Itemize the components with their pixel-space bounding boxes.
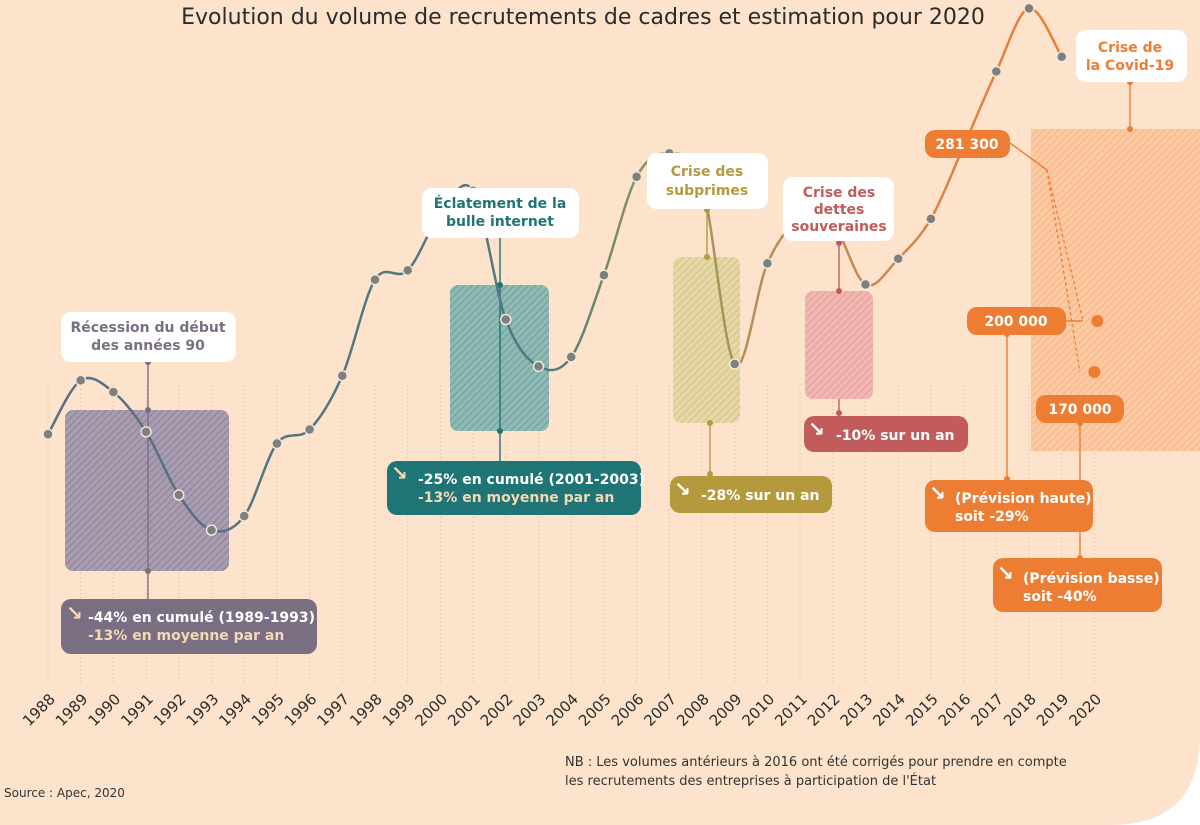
data-point-2019 <box>1055 51 1068 63</box>
data-point-1996 <box>303 423 316 436</box>
svg-text:-13% en moyenne par an: -13% en moyenne par an <box>88 628 284 644</box>
data-point-1988 <box>42 428 54 440</box>
svg-text:bulle internet: bulle internet <box>446 214 554 230</box>
svg-text:(Prévision haute): (Prévision haute) <box>955 491 1092 507</box>
arrow-down-right-icon: ↘ <box>391 461 408 485</box>
data-point-2014 <box>892 252 904 265</box>
forecast-high-note: ↘ (Prévision haute) soit -29% <box>925 480 1093 532</box>
data-point-1994 <box>238 510 250 522</box>
connectors <box>147 82 1131 602</box>
stat-badge-recession-90: ↘ -44% en cumulé (1989-1993) -13% en moy… <box>61 599 317 654</box>
svg-text:281 300: 281 300 <box>935 137 999 153</box>
svg-text:la Covid-19: la Covid-19 <box>1086 58 1174 74</box>
data-point-2005 <box>598 269 610 281</box>
arrow-down-right-icon: ↘ <box>674 477 691 501</box>
period-box-dettes-souveraines <box>805 291 873 399</box>
period-box-recession-90 <box>65 410 229 571</box>
forecast-high-value-label: 200 000 <box>967 307 1066 335</box>
arrow-down-right-icon: ↘ <box>808 417 825 441</box>
svg-text:-44% en cumulé (1989-1993): -44% en cumulé (1989-1993) <box>88 610 315 626</box>
svg-text:-10% sur un an: -10% sur un an <box>836 428 955 444</box>
stat-badge-subprimes: ↘ -28% sur un an <box>670 476 832 513</box>
data-point-2002 <box>500 313 512 326</box>
data-point-2009 <box>728 358 741 370</box>
data-point-2017 <box>990 65 1003 78</box>
svg-text:Crise de: Crise de <box>1098 40 1162 56</box>
data-point-1991 <box>140 426 152 438</box>
svg-text:-28% sur un an: -28% sur un an <box>701 488 820 504</box>
data-point-1989 <box>74 374 87 387</box>
data-point-1992 <box>173 489 185 501</box>
svg-text:souveraines: souveraines <box>791 219 886 235</box>
data-point-2003 <box>532 360 545 373</box>
svg-text:170 000: 170 000 <box>1048 402 1112 418</box>
period-box-subprimes <box>673 257 740 423</box>
forecast-point-basse <box>1088 366 1101 378</box>
callout-dettes-souveraines: Crise des dettes souveraines <box>783 177 894 241</box>
data-point-2015 <box>925 213 937 225</box>
chart-title: Evolution du volume de recrutements de c… <box>181 5 985 30</box>
arrow-down-right-icon: ↘ <box>66 601 83 625</box>
data-point-2018 <box>1023 2 1035 15</box>
stat-badge-bulle-internet: ↘ -25% en cumulé (2001-2003) -13% en moy… <box>387 461 645 515</box>
note-line-1: NB : Les volumes antérieurs à 2016 ont é… <box>565 755 1067 770</box>
arrow-down-right-icon: ↘ <box>997 561 1014 585</box>
source: Source : Apec, 2020 <box>4 786 125 800</box>
callout-subprimes: Crise des subprimes <box>647 153 768 209</box>
svg-text:200 000: 200 000 <box>984 314 1048 330</box>
forecast-point-haute <box>1091 315 1104 327</box>
data-point-2006 <box>630 171 643 183</box>
peak-value-label: 281 300 <box>925 130 1010 158</box>
forecast-low-value-label: 170 000 <box>1036 395 1124 423</box>
svg-text:soit -29%: soit -29% <box>955 509 1029 525</box>
data-point-1998 <box>369 274 381 286</box>
svg-text:Crise des: Crise des <box>671 164 744 180</box>
callout-recession-90: Récession du début des années 90 <box>61 312 236 362</box>
svg-text:soit -40%: soit -40% <box>1023 589 1097 605</box>
data-point-1995 <box>271 437 283 450</box>
note-line-2: les recrutements des entreprises à parti… <box>565 773 936 789</box>
svg-text:dettes: dettes <box>814 202 865 218</box>
svg-text:des années 90: des années 90 <box>91 338 205 354</box>
svg-text:Crise des: Crise des <box>803 185 876 201</box>
callout-bulle-internet: Éclatement de la bulle internet <box>422 188 579 238</box>
svg-text:-13% en moyenne par an: -13% en moyenne par an <box>418 490 614 506</box>
data-point-1990 <box>107 386 120 398</box>
stat-badge-dettes-souveraines: ↘ -10% sur un an <box>804 416 968 452</box>
arrow-down-right-icon: ↘ <box>929 481 946 505</box>
data-point-2004 <box>565 351 577 363</box>
svg-text:Récession du début: Récession du début <box>70 320 225 336</box>
callout-covid: Crise de la Covid-19 <box>1076 30 1187 82</box>
data-point-1997 <box>336 369 349 382</box>
svg-text:Éclatement de la: Éclatement de la <box>434 195 567 212</box>
svg-text:-25% en cumulé (2001-2003): -25% en cumulé (2001-2003) <box>418 472 645 488</box>
data-point-1999 <box>401 264 414 277</box>
svg-text:subprimes: subprimes <box>666 183 748 199</box>
forecast-low-note: ↘ (Prévision basse) soit -40% <box>993 558 1162 612</box>
svg-text:(Prévision basse): (Prévision basse) <box>1023 571 1160 587</box>
data-point-2010 <box>761 257 774 270</box>
data-point-1993 <box>205 524 218 536</box>
data-point-2013 <box>859 278 872 291</box>
